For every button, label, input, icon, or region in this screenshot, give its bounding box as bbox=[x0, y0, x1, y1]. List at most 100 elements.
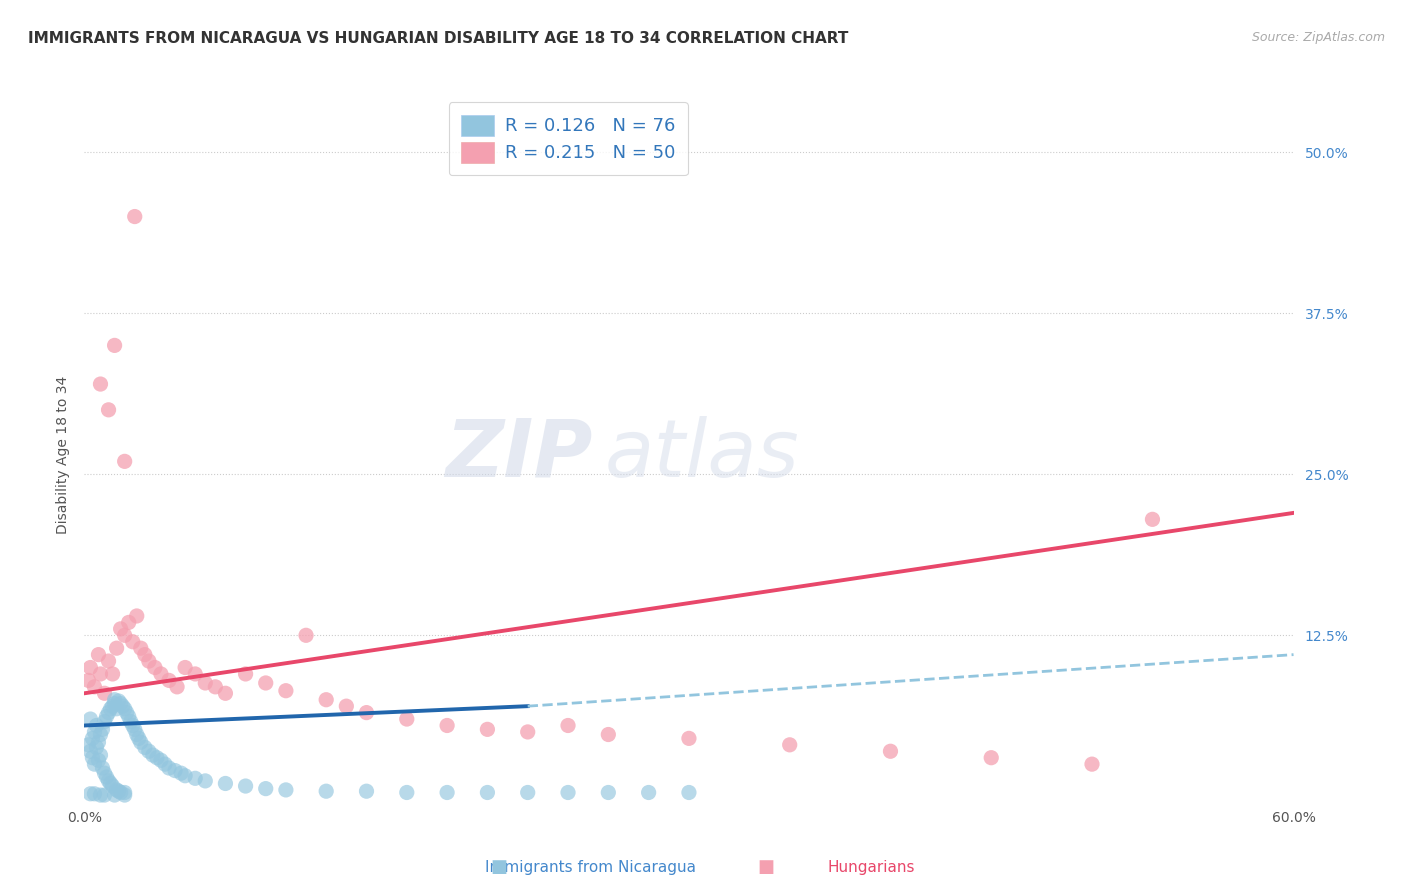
Point bbox=[356, 706, 378, 720]
Point bbox=[89, 667, 111, 681]
Point bbox=[184, 772, 207, 786]
Point bbox=[170, 766, 193, 780]
Point bbox=[121, 634, 143, 648]
Point bbox=[118, 615, 141, 630]
Y-axis label: Disability Age 18 to 34: Disability Age 18 to 34 bbox=[56, 376, 70, 534]
Point bbox=[87, 753, 110, 767]
Point bbox=[157, 673, 180, 688]
Point bbox=[83, 680, 105, 694]
Point bbox=[101, 779, 124, 793]
Point bbox=[101, 667, 124, 681]
Point bbox=[879, 744, 901, 758]
Point bbox=[115, 706, 138, 720]
Point bbox=[184, 667, 207, 681]
Point bbox=[335, 699, 357, 714]
Point bbox=[97, 402, 120, 417]
Point bbox=[274, 683, 297, 698]
Point bbox=[477, 723, 499, 737]
Point bbox=[254, 781, 277, 796]
Point bbox=[516, 785, 538, 799]
Point bbox=[598, 727, 620, 741]
Text: IMMIGRANTS FROM NICARAGUA VS HUNGARIAN DISABILITY AGE 18 TO 34 CORRELATION CHART: IMMIGRANTS FROM NICARAGUA VS HUNGARIAN D… bbox=[28, 31, 848, 46]
Point bbox=[254, 676, 277, 690]
Point bbox=[110, 622, 132, 636]
Point bbox=[111, 699, 134, 714]
Point bbox=[124, 210, 146, 224]
Point bbox=[107, 694, 129, 708]
Point bbox=[104, 692, 127, 706]
Point bbox=[118, 709, 141, 723]
Point bbox=[91, 761, 114, 775]
Text: Hungarians: Hungarians bbox=[828, 860, 915, 874]
Point bbox=[129, 735, 152, 749]
Point bbox=[678, 785, 700, 799]
Point bbox=[557, 718, 579, 732]
Point bbox=[86, 718, 108, 732]
Point bbox=[295, 628, 318, 642]
Text: ZIP: ZIP bbox=[444, 416, 592, 494]
Point bbox=[79, 712, 101, 726]
Point bbox=[204, 680, 226, 694]
Point bbox=[153, 757, 176, 772]
Point bbox=[83, 787, 105, 801]
Point bbox=[89, 377, 111, 392]
Point bbox=[395, 712, 418, 726]
Point bbox=[77, 738, 100, 752]
Point bbox=[166, 680, 188, 694]
Point bbox=[134, 648, 156, 662]
Point bbox=[174, 660, 197, 674]
Point bbox=[105, 641, 128, 656]
Point bbox=[110, 785, 132, 799]
Point bbox=[86, 740, 108, 755]
Point bbox=[128, 731, 150, 746]
Point bbox=[87, 735, 110, 749]
Point bbox=[93, 686, 115, 700]
Point bbox=[105, 783, 128, 797]
Point bbox=[356, 784, 378, 798]
Point bbox=[121, 718, 143, 732]
Point bbox=[105, 702, 128, 716]
Text: atlas: atlas bbox=[605, 416, 799, 494]
Point bbox=[134, 740, 156, 755]
Point bbox=[114, 454, 136, 468]
Point bbox=[138, 744, 160, 758]
Point bbox=[83, 757, 105, 772]
Text: ■: ■ bbox=[758, 858, 775, 876]
Point bbox=[104, 788, 127, 802]
Point bbox=[214, 686, 236, 700]
Point bbox=[637, 785, 659, 799]
Point bbox=[194, 676, 217, 690]
Point bbox=[315, 784, 337, 798]
Point bbox=[157, 761, 180, 775]
Text: Source: ZipAtlas.com: Source: ZipAtlas.com bbox=[1251, 31, 1385, 45]
Point bbox=[93, 714, 115, 729]
Point bbox=[100, 702, 122, 716]
Point bbox=[436, 785, 458, 799]
Point bbox=[149, 667, 172, 681]
Point bbox=[87, 648, 110, 662]
Point bbox=[1142, 512, 1164, 526]
Point bbox=[114, 788, 136, 802]
Point bbox=[174, 769, 197, 783]
Point bbox=[97, 654, 120, 668]
Point bbox=[125, 609, 148, 624]
Point bbox=[89, 748, 111, 763]
Text: Immigrants from Nicaragua: Immigrants from Nicaragua bbox=[485, 860, 696, 874]
Point bbox=[214, 776, 236, 790]
Point bbox=[120, 714, 142, 729]
Point bbox=[101, 699, 124, 714]
Point bbox=[107, 784, 129, 798]
Point bbox=[235, 667, 257, 681]
Point bbox=[89, 727, 111, 741]
Point bbox=[79, 787, 101, 801]
Point bbox=[104, 697, 127, 711]
Point bbox=[114, 628, 136, 642]
Point bbox=[91, 723, 114, 737]
Point bbox=[110, 697, 132, 711]
Point bbox=[146, 750, 169, 764]
Point bbox=[79, 744, 101, 758]
Point bbox=[96, 770, 118, 784]
Point bbox=[125, 727, 148, 741]
Point bbox=[165, 764, 187, 778]
Point bbox=[436, 718, 458, 732]
